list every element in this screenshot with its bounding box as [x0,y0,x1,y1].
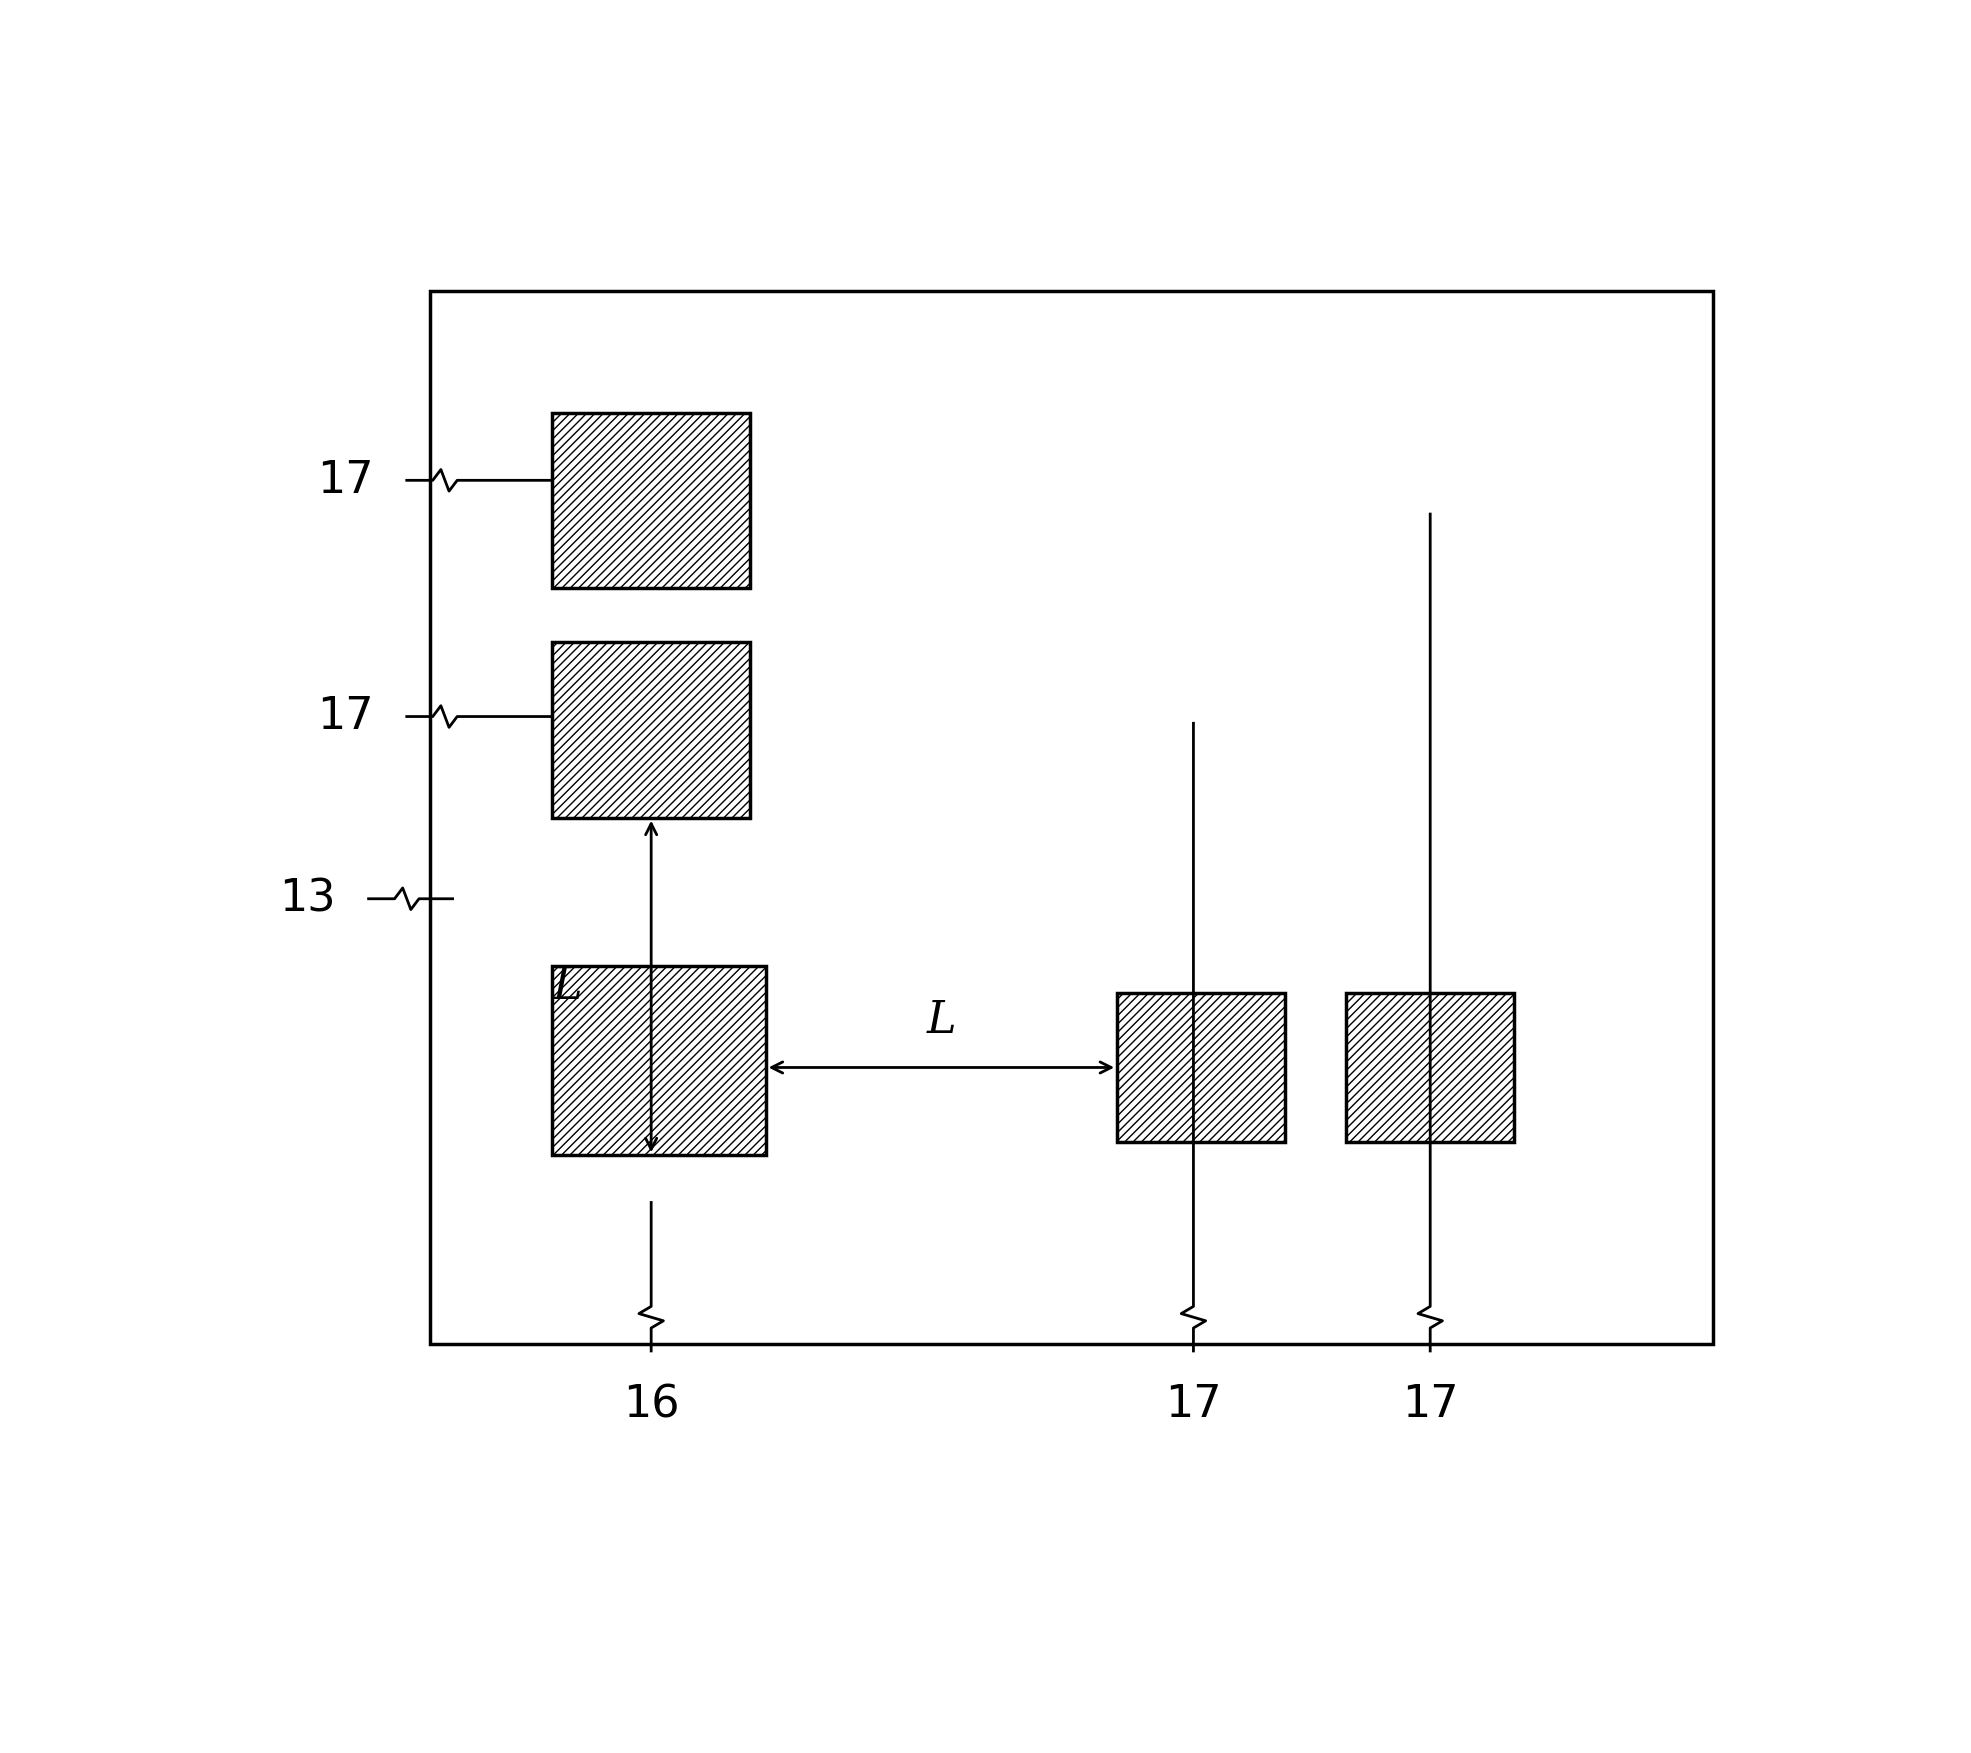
Text: 17: 17 [1165,1383,1222,1427]
Bar [430,291,1713,1345]
Bar [552,966,767,1155]
Text: 17: 17 [317,459,374,501]
Bar [1118,994,1285,1141]
Text: 16: 16 [623,1383,680,1427]
Text: 13: 13 [280,876,335,920]
Text: L: L [926,999,956,1041]
Text: 17: 17 [1401,1383,1459,1427]
Bar [552,642,751,817]
Text: L: L [552,964,581,1008]
Text: 17: 17 [317,694,374,738]
Bar [552,412,751,589]
Bar [1346,994,1514,1141]
